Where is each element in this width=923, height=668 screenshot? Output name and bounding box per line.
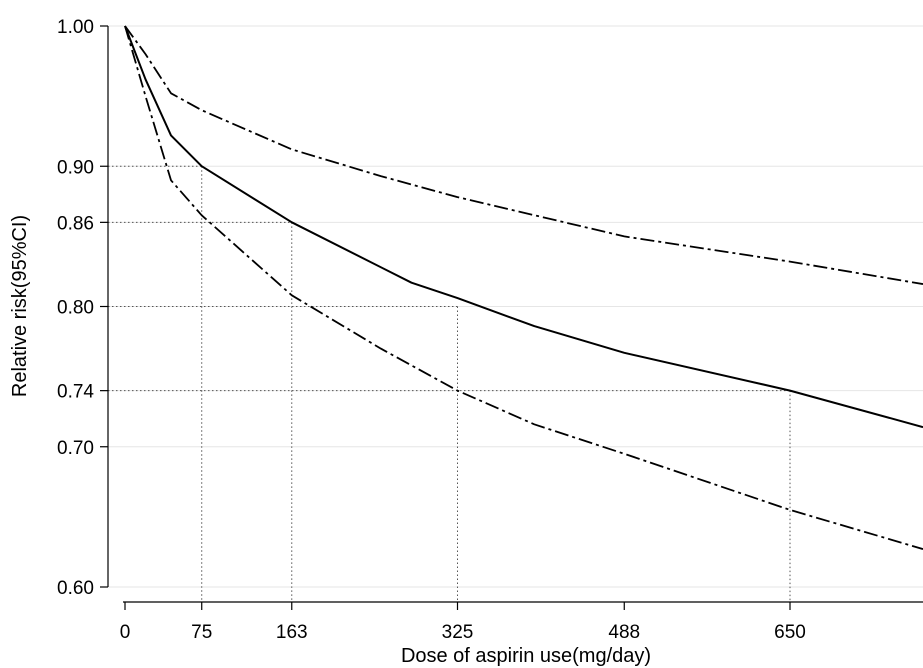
x-tick-label-3: 325 [442, 622, 474, 643]
x-axis-title: Dose of aspirin use(mg/day) [401, 645, 651, 667]
y-tick-label-3: 0.80 [57, 298, 94, 319]
y-tick-label-6: 1.00 [57, 17, 94, 38]
x-tick-label-4: 488 [608, 622, 640, 643]
series-line-0 [124, 25, 923, 429]
ticks-layer: 0.60 0.70 0.74 0.80 0.86 0.90 1.00 0 75 163 325 488… [57, 17, 806, 643]
y-tick-label-2: 0.74 [57, 382, 94, 403]
axis-layer [107, 26, 923, 603]
x-tick-label-2: 163 [276, 622, 308, 643]
x-tick-label-1: 75 [191, 622, 212, 643]
grid-layer [108, 25, 923, 588]
x-tick-label-0: 0 [120, 622, 131, 643]
y-axis-title: Relative risk(95%CI) [9, 215, 31, 397]
y-tick-label-1: 0.70 [57, 438, 94, 459]
y-tick-label-4: 0.86 [57, 213, 94, 234]
x-tick-label-5: 650 [774, 622, 806, 643]
y-tick-label-5: 0.90 [57, 157, 94, 178]
reference-lines-layer [108, 165, 791, 602]
series-layer [124, 25, 923, 550]
series-line-2 [124, 25, 923, 550]
y-tick-label-0: 0.60 [57, 578, 94, 599]
series-line-1 [124, 25, 923, 285]
